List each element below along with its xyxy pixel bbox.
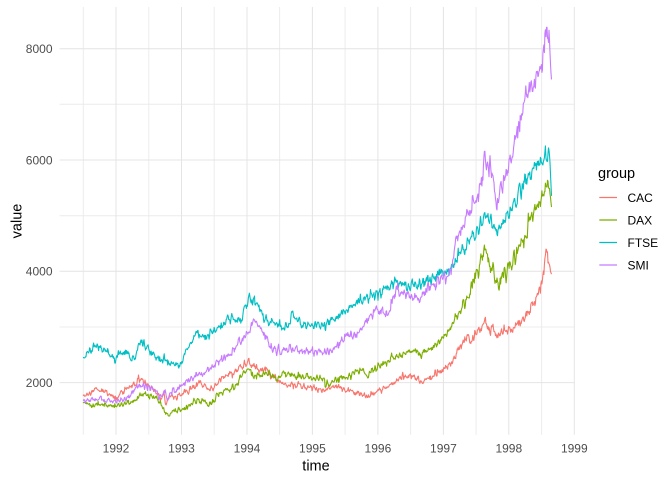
svg-text:FTSE: FTSE — [628, 236, 659, 250]
svg-text:DAX: DAX — [628, 213, 653, 227]
svg-text:time: time — [302, 459, 329, 475]
svg-text:1996: 1996 — [365, 442, 392, 456]
svg-text:4000: 4000 — [26, 265, 53, 279]
svg-text:SMI: SMI — [628, 258, 649, 272]
svg-text:1993: 1993 — [168, 442, 195, 456]
svg-text:CAC: CAC — [628, 191, 654, 205]
svg-text:1998: 1998 — [495, 442, 522, 456]
svg-text:value: value — [10, 204, 26, 239]
svg-text:1994: 1994 — [234, 442, 261, 456]
svg-text:group: group — [598, 166, 635, 182]
svg-text:1997: 1997 — [430, 442, 457, 456]
svg-text:1999: 1999 — [561, 442, 588, 456]
svg-text:6000: 6000 — [26, 153, 53, 167]
svg-text:1995: 1995 — [299, 442, 326, 456]
svg-text:1992: 1992 — [103, 442, 130, 456]
svg-text:2000: 2000 — [26, 376, 53, 390]
svg-text:8000: 8000 — [26, 42, 53, 56]
